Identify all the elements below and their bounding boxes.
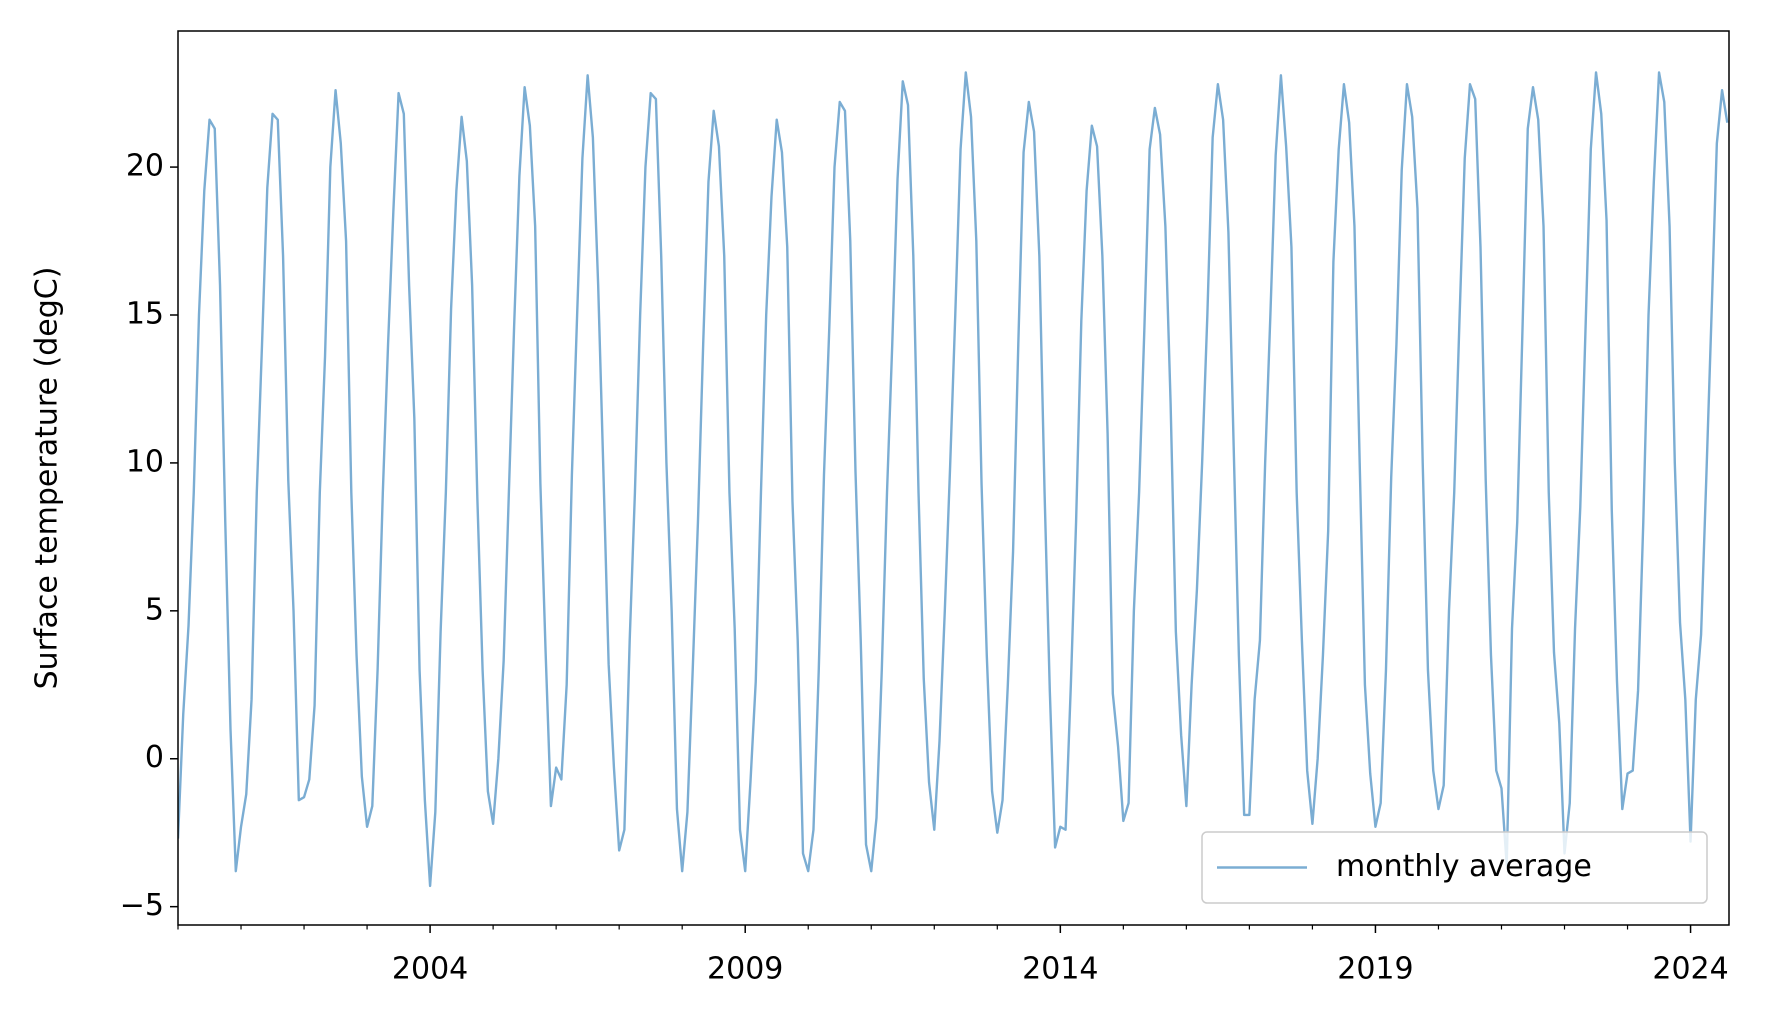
legend-box <box>1201 831 1708 904</box>
y-tick-label: 10 <box>126 444 164 479</box>
y-tick-label: −5 <box>120 888 164 923</box>
y-tick-label: 15 <box>126 296 164 331</box>
y-tick-label: 5 <box>145 592 164 627</box>
y-tick-label: 20 <box>126 149 164 184</box>
x-tick-label: 2014 <box>1022 952 1098 987</box>
plot-frame <box>177 30 1730 926</box>
x-tick-label: 2004 <box>392 952 468 987</box>
y-tick-label: 0 <box>145 740 164 775</box>
legend-label: monthly average <box>1336 849 1592 884</box>
data-line <box>178 71 1729 888</box>
y-axis-label: Surface temperature (degC) <box>30 267 65 690</box>
x-tick-label: 2019 <box>1337 952 1413 987</box>
x-tick-label: 2024 <box>1652 952 1728 987</box>
x-tick-label: 2009 <box>707 952 783 987</box>
